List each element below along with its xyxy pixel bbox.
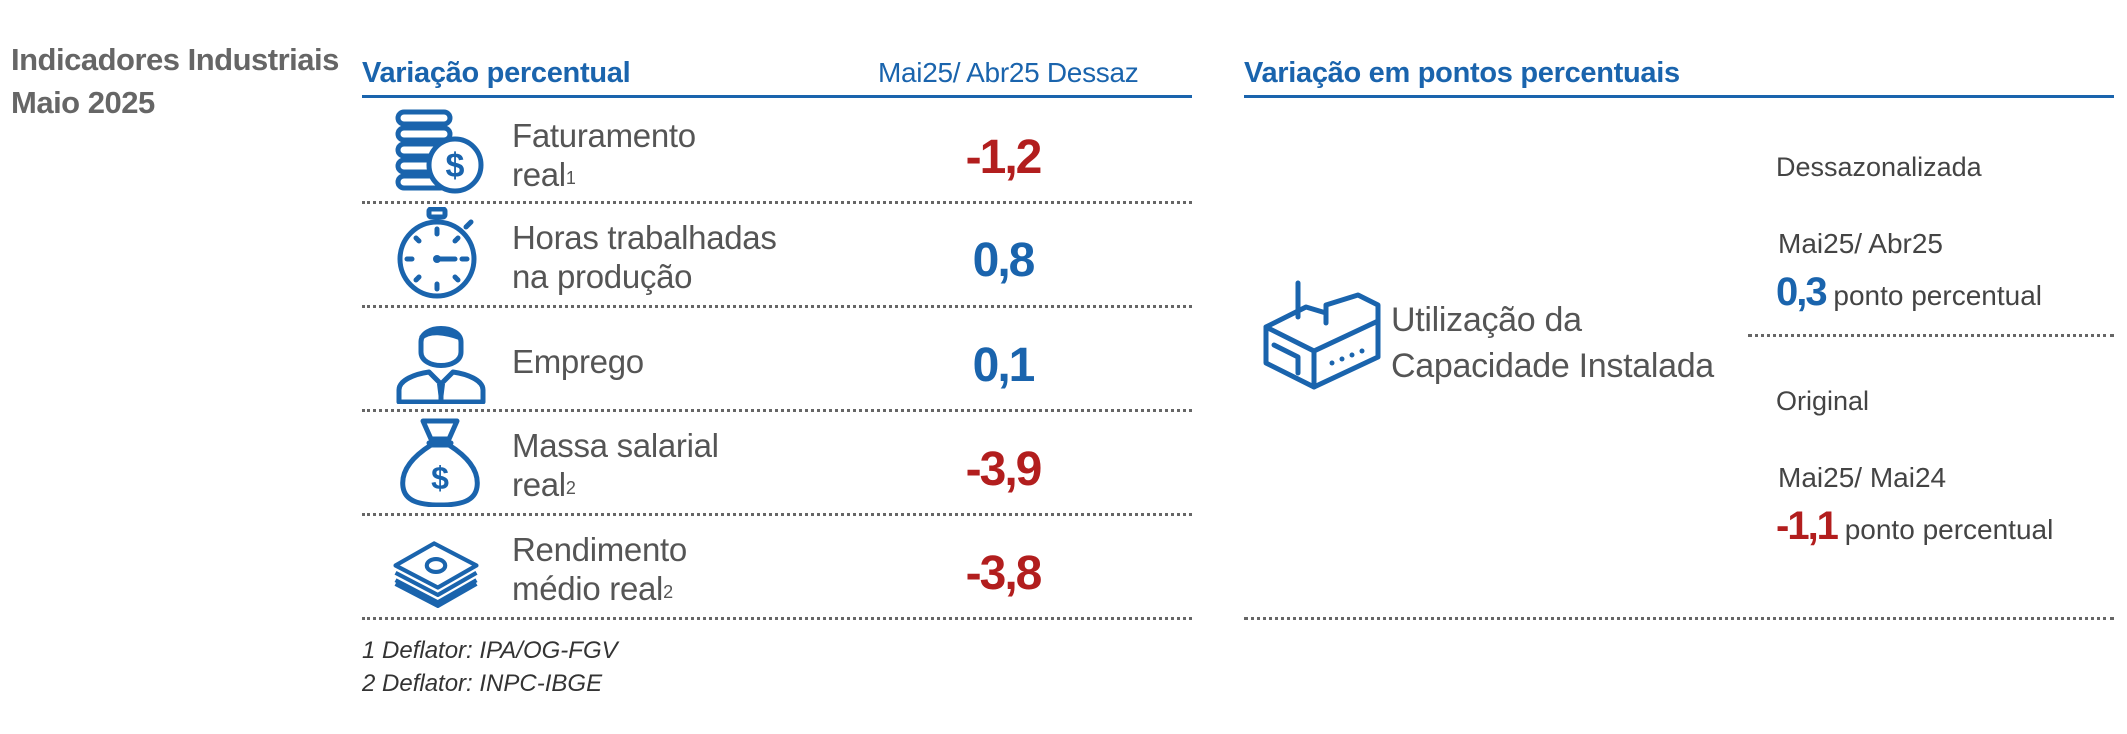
right-section-title: Variação em pontos percentuais	[1244, 57, 1680, 89]
worker-icon	[396, 326, 486, 404]
block-divider	[1748, 334, 2114, 337]
page-title-line2: Maio 2025	[11, 85, 155, 120]
block-period-2: Mai25/ Mai24	[1778, 462, 1947, 493]
row-divider	[362, 409, 1192, 412]
value-massa: -3,9	[965, 443, 1043, 496]
row-divider	[362, 305, 1192, 308]
row-label-faturamento: Faturamento real1	[512, 117, 696, 193]
footnotes: 1 Deflator: IPA/OG-FGV 2 Deflator: INPC-…	[362, 634, 618, 700]
value-horas: 0,8	[972, 234, 1036, 287]
stopwatch-icon	[397, 207, 477, 299]
row-divider	[362, 617, 1192, 620]
footnote-2: 2 Deflator: INPC-IBGE	[362, 670, 603, 697]
row-label-rendimento: Rendimento médio real2	[512, 531, 687, 607]
column-header: Mai25/ Abr25 Dessaz	[878, 57, 1139, 88]
coins-dollar-icon: $	[395, 109, 484, 194]
banknotes-icon	[393, 541, 479, 609]
row-label-emprego: Emprego	[512, 343, 644, 380]
right-header-rule	[1244, 95, 2114, 98]
row-divider	[362, 201, 1192, 204]
block-value-1: 0,3 ponto percentual	[1776, 270, 2042, 314]
money-bag-icon: $	[400, 418, 480, 507]
left-header-rule	[362, 95, 1192, 98]
page-title-line1: Indicadores Industriais	[11, 42, 339, 77]
block-value-2: -1,1 ponto percentual	[1776, 504, 2054, 548]
value-faturamento: -1,2	[965, 131, 1043, 184]
svg-text:$: $	[446, 147, 465, 185]
page-title: Indicadores Industriais Maio 2025	[11, 38, 339, 124]
right-bottom-divider	[1244, 617, 2114, 620]
block-label-dessazonalizada: Dessazonalizada	[1776, 152, 1982, 182]
row-label-massa: Massa salarial real2	[512, 427, 719, 503]
left-section-title: Variação percentual	[362, 57, 631, 89]
value-emprego: 0,1	[972, 339, 1036, 392]
capacity-label: Utilização da Capacidade Instalada	[1391, 301, 1714, 385]
svg-text:$: $	[431, 460, 449, 496]
row-label-horas: Horas trabalhadas na produção	[512, 219, 777, 295]
footnote-1: 1 Deflator: IPA/OG-FGV	[362, 637, 618, 664]
factory-icon	[1263, 280, 1381, 390]
block-label-original: Original	[1776, 386, 1870, 416]
row-divider	[362, 513, 1192, 516]
block-period-1: Mai25/ Abr25	[1778, 228, 1943, 259]
value-rendimento: -3,8	[965, 547, 1043, 600]
